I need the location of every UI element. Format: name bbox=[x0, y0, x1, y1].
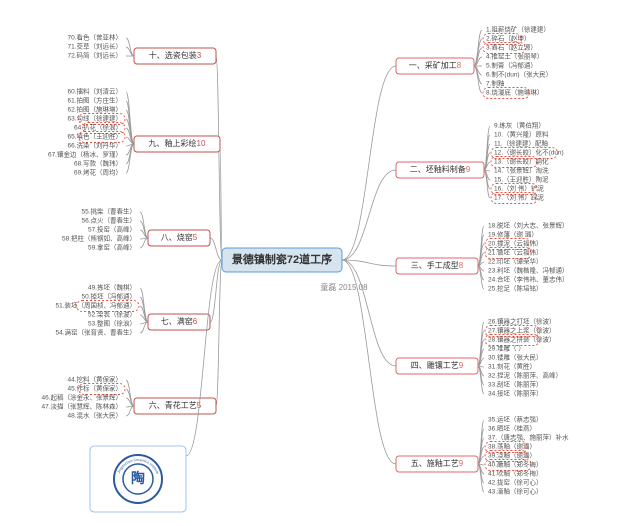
branch-label: 十、选瓷包装3 bbox=[149, 50, 202, 60]
leaf-label: 48.混水（张大民） bbox=[67, 411, 122, 420]
leaf-label: 35.运坯（蔡志强） bbox=[488, 415, 543, 424]
leaf-label: 2.碎石（赵坤） bbox=[486, 34, 530, 43]
leaf-label: 28.镶器之拼装（徐波） bbox=[488, 335, 556, 344]
branch-label: 六、青花工艺5 bbox=[149, 400, 202, 410]
link-center-branch bbox=[342, 170, 396, 260]
link-branch-leaf bbox=[478, 429, 484, 464]
leaf-label: 49.拣坯（魏棋） bbox=[88, 283, 136, 292]
leaf-label: 24.合坯（李伟祎、董志伟） bbox=[488, 275, 569, 284]
leaf-label: 19.修藩（谢 璐） bbox=[488, 230, 538, 239]
leaf-label: 34.接坯（陈丽萍） bbox=[488, 389, 543, 398]
leaf-label: 59.拿窑（高峰） bbox=[88, 243, 136, 252]
leaf-label: 66.洗染（刘丹华） bbox=[67, 141, 122, 150]
branch-label: 一、采矿加工8 bbox=[409, 60, 462, 70]
leaf-label: 14.（张景辉）淘洗 bbox=[494, 166, 549, 175]
leaf-label: 69.烤花（周均） bbox=[74, 168, 122, 177]
leaf-label: 44.挖料（黄保家） bbox=[67, 375, 122, 384]
leaf-label: 61.拍图（方庄生） bbox=[67, 96, 122, 105]
leaf-label: 46.起稿（涂金永、张景辉） bbox=[41, 393, 122, 402]
leaf-label: 51.装坯（周国桢、冯郁通） bbox=[55, 301, 136, 310]
branch-label: 三、手工成型8 bbox=[411, 260, 464, 270]
link-center-branch bbox=[342, 66, 396, 260]
leaf-label: 40.蘸釉（郑冬梅） bbox=[488, 460, 543, 469]
leaf-label: 23.利坯（魏楷隆、冯郁通） bbox=[488, 266, 569, 275]
leaf-label: 50.掉坯（冯郁通） bbox=[81, 292, 136, 301]
leaf-label: 20.撑泥（云福伟） bbox=[488, 239, 543, 248]
leaf-label: 18.脱坯（刘大志、张景辉） bbox=[488, 221, 569, 230]
center-label: 景德镇制瓷72道工序 bbox=[231, 252, 332, 266]
leaf-label: 25.挖足（陈培铭） bbox=[488, 284, 543, 293]
link-branch-leaf bbox=[484, 135, 490, 170]
link-center-branch bbox=[210, 238, 222, 260]
leaf-label: 42.拢窑（徐可心） bbox=[488, 478, 543, 487]
leaf-label: 7.制釉 bbox=[486, 79, 505, 88]
leaf-label: 29.堆雕（ ） bbox=[488, 344, 525, 353]
leaf-label: 64.扒花（徐浪） bbox=[74, 123, 122, 132]
leaf-label: 36.晒坯（桂燕） bbox=[488, 424, 536, 433]
leaf-label: 43.滴釉（徐可心） bbox=[488, 487, 543, 496]
link-branch-leaf bbox=[478, 266, 484, 289]
leaf-label: 15.（王迎胜）陶泥 bbox=[494, 175, 549, 184]
leaf-label: 12.（谢长皎）化不(dun) bbox=[494, 148, 564, 157]
leaf-label: 13.（谢长皎）嗣化 bbox=[494, 157, 549, 166]
leaf-label: 58.把柱（熊钢如、高峰） bbox=[62, 234, 136, 243]
logo-glyph: 陶 bbox=[131, 470, 145, 487]
leaf-label: 67.镶金边（杨冰、罗瑾） bbox=[48, 150, 122, 159]
leaf-label: 57.投窑（高峰） bbox=[88, 225, 136, 234]
leaf-label: 70.看色（曾亚林） bbox=[67, 33, 122, 42]
link-branch-leaf bbox=[478, 331, 484, 366]
link-branch-leaf bbox=[126, 144, 134, 173]
leaf-label: 54.满窑（张育贤、曹春生） bbox=[55, 328, 136, 337]
leaf-label: 11.（徐建建）配釉 bbox=[494, 139, 549, 148]
branch-label: 四、雕镶工艺9 bbox=[411, 360, 464, 370]
link-center-logo bbox=[186, 260, 222, 456]
leaf-label: 62.拍图（施琳琳） bbox=[67, 105, 122, 114]
leaf-label: 27.镶器之上浆（徐波） bbox=[488, 326, 556, 335]
leaf-label: 38.荡釉（谢璐） bbox=[488, 442, 536, 451]
leaf-label: 22.印坯（谭荣华） bbox=[488, 257, 543, 266]
leaf-label: 8.烧漫底（施琳琳） bbox=[486, 88, 543, 97]
leaf-label: 47.淡描（张慧辉、陈林森） bbox=[41, 402, 122, 411]
leaf-label: 55.挑柴（曹春生） bbox=[81, 207, 136, 216]
link-branch-leaf bbox=[140, 288, 148, 322]
branch-label: 八、烧窑5 bbox=[161, 232, 198, 242]
leaf-label: 32.捏泥（陈丽萍、高峰） bbox=[488, 371, 562, 380]
leaf-label: 60.擂料（刘清云） bbox=[67, 87, 122, 96]
leaf-label: 5.制膏（冯郁通） bbox=[486, 61, 537, 70]
leaf-label: 10.（黄兴隆）原料 bbox=[494, 130, 549, 139]
link-center-branch bbox=[342, 260, 396, 366]
branch-label: 七、满窑6 bbox=[161, 316, 198, 326]
leaf-label: 4.推窑土（张丽琴） bbox=[486, 52, 543, 61]
link-center-branch bbox=[342, 260, 396, 266]
leaf-label: 17.（刘 伟）踩泥 bbox=[494, 193, 544, 202]
leaf-label: 71.茭草（刘远长） bbox=[67, 42, 122, 51]
leaf-label: 41.吹釉（郑冬梅） bbox=[488, 469, 543, 478]
leaf-label: 33.刮坯（陈丽萍） bbox=[488, 380, 543, 389]
leaf-label: 3.舂石（赵立源） bbox=[486, 43, 537, 52]
leaf-label: 65.填色（王迎胜） bbox=[67, 132, 122, 141]
leaf-label: 53.整图（徐浪） bbox=[88, 319, 136, 328]
leaf-label: 68.写款（魏玮） bbox=[74, 159, 122, 168]
leaf-label: 72.码简（刘远长） bbox=[67, 51, 122, 60]
leaf-label: 31.刻花（黄胜） bbox=[488, 362, 536, 371]
leaf-label: 45.作标（黄保家） bbox=[67, 384, 122, 393]
branch-label: 九、釉上彩绘10 bbox=[149, 138, 206, 148]
branch-label: 五、施釉工艺9 bbox=[411, 458, 464, 468]
leaf-label: 63.勾线（徐建建） bbox=[67, 114, 122, 123]
leaf-label: 16.（刘 伟）铲泥 bbox=[494, 184, 544, 193]
branch-label: 二、坯釉料制备9 bbox=[410, 164, 471, 174]
leaf-label: 26.镶器之打坯（徐波） bbox=[488, 317, 556, 326]
leaf-label: 21.做坯（云福伟） bbox=[488, 248, 543, 257]
leaf-label: 56.点火（曹春生） bbox=[81, 216, 136, 225]
link-branch-leaf bbox=[126, 406, 134, 416]
leaf-label: 6.制不(dun)（张大民） bbox=[486, 70, 552, 79]
link-branch-leaf bbox=[478, 235, 484, 266]
leaf-label: 52.架表（徐波） bbox=[88, 310, 136, 319]
leaf-label: 30.镂雕（张大民） bbox=[488, 353, 543, 362]
leaf-label: 37.（唐志强、施丽萍）补水 bbox=[488, 433, 569, 442]
leaf-label: 1.阻薪烧矿（徐建建） bbox=[486, 25, 550, 34]
leaf-label: 9.练灰（黄伯翔） bbox=[494, 121, 545, 130]
link-branch-leaf bbox=[140, 238, 148, 248]
leaf-label: 39.浇釉（谢璐） bbox=[488, 451, 536, 460]
